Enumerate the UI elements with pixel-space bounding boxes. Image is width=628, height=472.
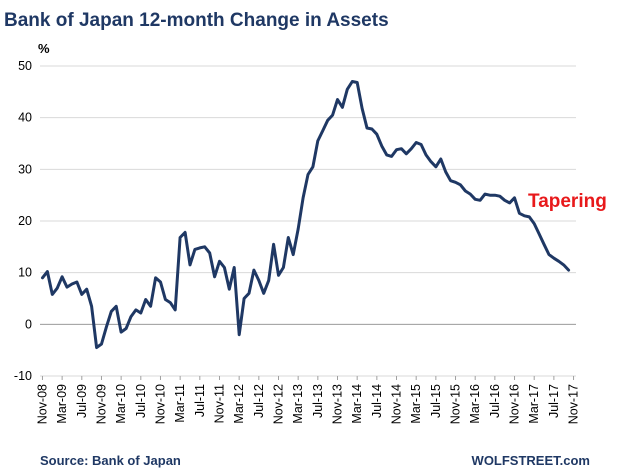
y-tick-label: 30 — [18, 162, 32, 176]
x-tick-label: Nov-15 — [449, 384, 463, 424]
x-tick-label: Mar-13 — [291, 384, 305, 424]
x-tick-label: Mar-15 — [409, 384, 423, 424]
x-tick-label: Mar-11 — [173, 384, 187, 423]
x-tick-label: Mar-14 — [350, 384, 364, 424]
x-tick-label: Mar-16 — [468, 384, 482, 424]
x-tick-label: Jul-15 — [429, 384, 443, 418]
x-tick-label: Nov-16 — [508, 384, 522, 424]
x-tick-label: Mar-09 — [55, 384, 69, 424]
chart-title: Bank of Japan 12-month Change in Assets — [4, 10, 389, 31]
y-axis-ticks: -10 0 10 20 30 40 50 — [14, 59, 32, 383]
y-axis-unit: % — [38, 41, 50, 56]
x-tick-label: Nov-09 — [94, 384, 108, 424]
x-tick-label: Nov-10 — [153, 384, 167, 424]
x-tick-label: Jul-13 — [311, 384, 325, 418]
x-tick-label: Nov-12 — [271, 384, 285, 424]
y-tick-label: 40 — [18, 111, 32, 125]
x-tick-label: Nov-11 — [212, 384, 226, 423]
x-tick-label: Jul-10 — [134, 384, 148, 418]
series-line — [41, 80, 571, 350]
x-tick-label: Jul-16 — [488, 384, 502, 418]
x-tick-label: Nov-17 — [567, 384, 581, 424]
y-tick-label: 10 — [18, 266, 32, 280]
x-tick-label: Jul-14 — [370, 384, 384, 418]
y-tick-label: -10 — [14, 369, 32, 383]
x-tick-label: Nov-08 — [35, 384, 49, 424]
y-tick-label: 0 — [25, 317, 32, 331]
credit-label: WOLFSTREET.com — [472, 453, 590, 468]
tapering-annotation: Tapering — [528, 191, 607, 212]
x-tick-label: Mar-12 — [232, 384, 246, 424]
x-tick-label: Jul-11 — [193, 384, 207, 417]
y-tick-label: 50 — [18, 59, 32, 73]
y-tick-label: 20 — [18, 214, 32, 228]
x-tick-label: Jul-12 — [252, 384, 266, 418]
x-tick-label: Mar-10 — [114, 384, 128, 424]
x-tick-label: Jul-09 — [75, 384, 89, 418]
x-tick-label: Nov-13 — [331, 384, 345, 424]
x-tick-label: Nov-14 — [390, 384, 404, 424]
x-axis-ticks: Nov-08 Mar-09 Jul-09 Nov-09 Mar-10 Jul-10 Nov-… — [35, 376, 581, 424]
x-tick-label: Jul-17 — [547, 384, 561, 418]
source-label: Source: Bank of Japan — [40, 453, 181, 468]
x-tick-label: Mar-17 — [527, 384, 541, 424]
